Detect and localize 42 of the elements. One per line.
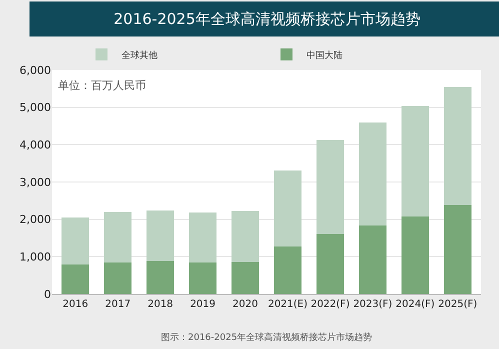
y-tick-label: 1,000 xyxy=(20,250,51,264)
bar xyxy=(274,246,302,294)
y-tick-label: 2,000 xyxy=(20,213,51,226)
chart-title: 2016-2025年全球高清视频桥接芯片市场趋势 xyxy=(114,10,420,28)
x-tick-label: 2023(F) xyxy=(353,299,392,310)
x-tick-label: 2016 xyxy=(62,299,88,310)
text: 图示：2016-2025年全球高清视频桥接芯片市场趋势 xyxy=(161,332,372,343)
x-tick-label: 2019 xyxy=(190,299,216,310)
x-tick-label: 2022(F) xyxy=(310,299,350,310)
y-tick-label: 4,000 xyxy=(20,138,51,152)
x-tick-label: 2020 xyxy=(232,299,258,310)
bar xyxy=(188,262,217,294)
bar xyxy=(62,264,90,294)
bar xyxy=(231,262,260,294)
x-tick-label: 2024(F) xyxy=(396,299,435,310)
y-tick-label: 6,000 xyxy=(20,64,51,77)
bar xyxy=(104,262,132,294)
bar xyxy=(444,86,472,206)
x-tick-label: 2018 xyxy=(148,299,174,310)
y-tick-label: 0 xyxy=(44,288,51,301)
bar xyxy=(358,226,386,294)
bar xyxy=(231,211,260,262)
bar xyxy=(104,212,132,262)
y-tick-label: 5,000 xyxy=(20,101,51,114)
x-tick-label: 2021(E) xyxy=(268,299,308,310)
bar xyxy=(146,261,174,294)
bar xyxy=(316,140,344,234)
y-tick-label: 3,000 xyxy=(20,176,51,189)
bar xyxy=(316,234,344,294)
annotation: 单位：百万人民币 xyxy=(58,79,146,92)
x-tick-label: 2017 xyxy=(105,299,131,310)
bar xyxy=(62,217,90,265)
bar xyxy=(146,210,174,262)
legend-label: 中国大陆 xyxy=(306,50,342,61)
bar xyxy=(358,122,386,226)
bar xyxy=(401,106,429,217)
bar xyxy=(401,216,429,294)
x-tick-label: 2025(F) xyxy=(438,299,478,310)
bar xyxy=(188,212,217,262)
bar xyxy=(444,205,472,294)
bar xyxy=(274,170,302,247)
legend-label: 全球其他 xyxy=(122,50,158,61)
